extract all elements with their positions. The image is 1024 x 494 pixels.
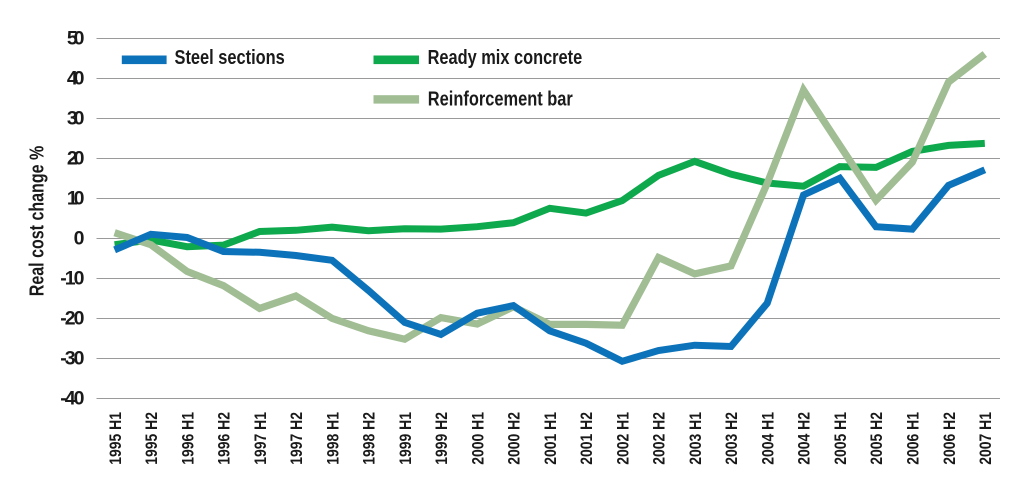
- svg-text:2003 H2: 2003 H2: [722, 412, 741, 465]
- svg-text:2002 H1: 2002 H1: [613, 412, 632, 465]
- svg-text:20: 20: [67, 147, 85, 169]
- svg-text:Ready mix concrete: Ready mix concrete: [428, 47, 583, 69]
- svg-text:30: 30: [67, 107, 85, 129]
- svg-text:2006 H2: 2006 H2: [940, 412, 959, 465]
- svg-text:2005 H1: 2005 H1: [831, 412, 850, 465]
- svg-text:1995 H2: 1995 H2: [142, 412, 161, 465]
- svg-text:1998 H2: 1998 H2: [360, 412, 379, 465]
- svg-text:50: 50: [67, 27, 85, 49]
- svg-text:40: 40: [67, 67, 85, 89]
- svg-text:-30: -30: [60, 347, 84, 369]
- svg-text:2004 H2: 2004 H2: [795, 412, 814, 465]
- svg-text:2006 H1: 2006 H1: [904, 412, 923, 465]
- svg-text:2007 H1: 2007 H1: [976, 412, 995, 465]
- svg-text:2001 H2: 2001 H2: [577, 412, 596, 465]
- svg-text:2003 H1: 2003 H1: [686, 412, 705, 465]
- svg-text:1997 H1: 1997 H1: [251, 412, 270, 465]
- svg-text:2000 H2: 2000 H2: [505, 412, 524, 465]
- svg-text:2005 H2: 2005 H2: [867, 412, 886, 465]
- svg-text:1998 H1: 1998 H1: [323, 412, 342, 465]
- svg-text:-20: -20: [60, 307, 84, 329]
- svg-text:2000 H1: 2000 H1: [468, 412, 487, 465]
- svg-text:Reinforcement bar: Reinforcement bar: [428, 88, 573, 110]
- svg-text:1996 H2: 1996 H2: [215, 412, 234, 465]
- svg-text:Real cost change %: Real cost change %: [27, 146, 49, 297]
- svg-text:-10: -10: [60, 267, 84, 289]
- svg-text:10: 10: [67, 187, 85, 209]
- svg-text:-40: -40: [60, 387, 84, 409]
- svg-text:2001 H1: 2001 H1: [541, 412, 560, 465]
- svg-text:2002 H2: 2002 H2: [650, 412, 669, 465]
- svg-text:0: 0: [74, 227, 85, 249]
- svg-text:1999 H1: 1999 H1: [396, 412, 415, 465]
- svg-text:1999 H2: 1999 H2: [432, 412, 451, 465]
- svg-text:1997 H2: 1997 H2: [287, 412, 306, 465]
- svg-text:1995 H1: 1995 H1: [106, 412, 125, 465]
- svg-text:2004 H1: 2004 H1: [759, 412, 778, 465]
- svg-text:Steel sections: Steel sections: [175, 47, 285, 69]
- svg-text:1996 H1: 1996 H1: [178, 412, 197, 465]
